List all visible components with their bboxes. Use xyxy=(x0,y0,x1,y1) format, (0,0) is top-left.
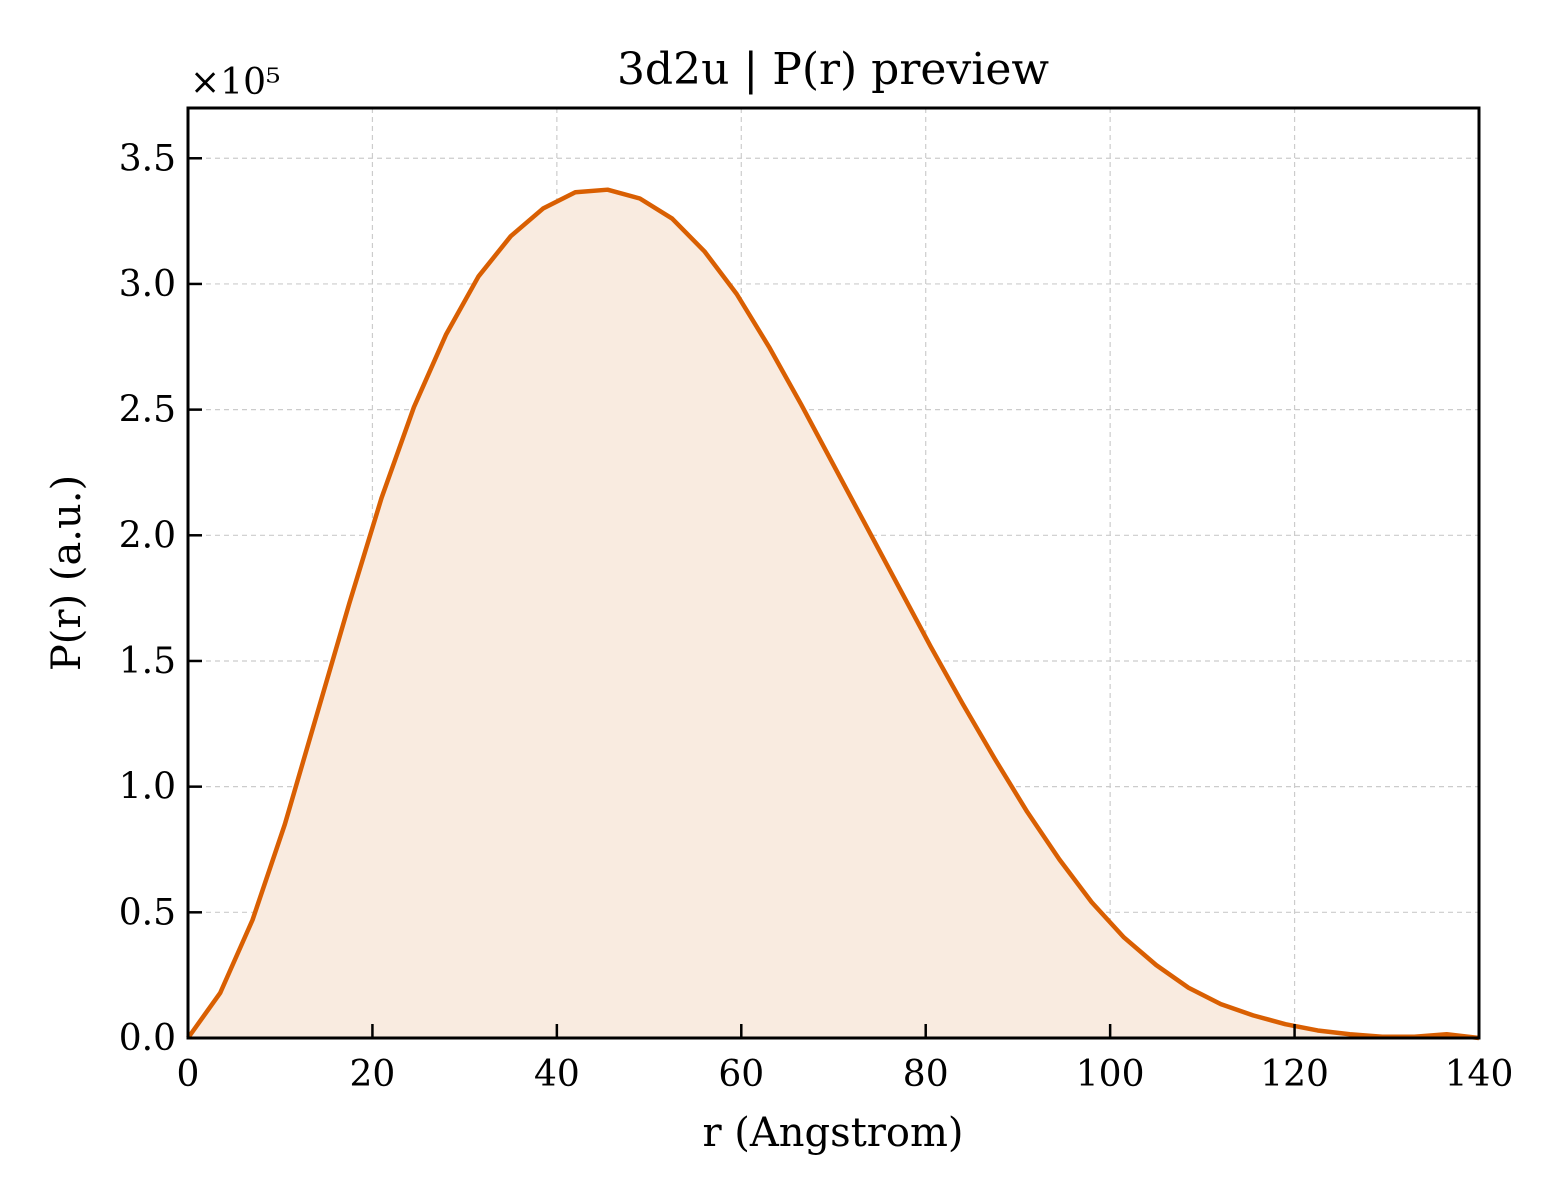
x-tick-label: 80 xyxy=(903,1054,949,1095)
y-tick-label: 0.0 xyxy=(119,1018,176,1059)
tick-labels: 0 20 40 60 80 100 120 140 0.0 0.5 1.0 1.5 2.0 2.5 3.0 3… xyxy=(119,138,1514,1095)
x-tick-label: 120 xyxy=(1260,1054,1329,1095)
y-tick-label: 1.0 xyxy=(119,767,176,808)
x-tick-label: 60 xyxy=(718,1054,764,1095)
x-axis-label: r (Angstrom) xyxy=(702,1110,963,1156)
x-tick-label: 40 xyxy=(534,1054,580,1095)
y-tick-label: 3.5 xyxy=(119,138,176,179)
x-tick-label: 140 xyxy=(1445,1054,1514,1095)
y-tick-label: 3.0 xyxy=(119,264,176,305)
y-offset-label: ×10⁵ xyxy=(190,62,280,103)
y-axis-label: P(r) (a.u.) xyxy=(44,475,90,671)
chart-title: 3d2u | P(r) preview xyxy=(617,44,1049,95)
y-tick-label: 2.5 xyxy=(119,390,176,431)
plot-frame xyxy=(186,106,1481,1040)
y-tick-label: 0.5 xyxy=(119,892,176,933)
y-tick-label: 1.5 xyxy=(119,641,176,682)
series-line xyxy=(186,187,1480,1041)
x-tick-label: 0 xyxy=(177,1054,200,1095)
x-tick-label: 20 xyxy=(350,1054,396,1095)
axis-ticks xyxy=(186,157,1481,1040)
y-tick-label: 2.0 xyxy=(119,515,176,556)
x-tick-label: 100 xyxy=(1076,1054,1145,1095)
area-fill xyxy=(188,189,1479,1038)
